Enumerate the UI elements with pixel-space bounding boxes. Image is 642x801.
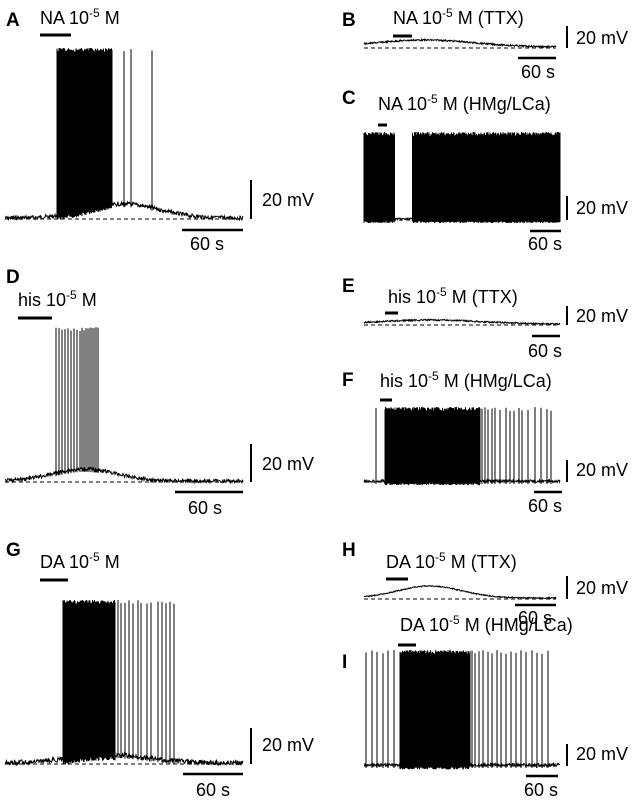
voltage-trace-H (363, 584, 557, 600)
panel-label-G: G (6, 540, 21, 561)
voltage-trace-A (4, 48, 244, 222)
scale-label-time-F: 60 s (528, 496, 562, 516)
voltage-trace-I (363, 650, 561, 770)
panel-label-E: E (342, 276, 355, 297)
scale-label-time-I: 60 s (524, 780, 558, 800)
panel-label-A: A (6, 10, 20, 31)
panel-label-F: F (342, 370, 354, 391)
drug-label-A: NA 10-5 M (40, 6, 120, 28)
drug-label-C: NA 10-5 M (HMg/LCa) (378, 92, 551, 114)
voltage-trace-F (363, 407, 561, 486)
voltage-trace-E (363, 318, 561, 326)
drug-label-E: his 10-5 M (TTX) (388, 285, 518, 307)
scale-label-voltage-F: 20 mV (576, 460, 628, 480)
panel-D: D his 10-5 M 20 mV 60 s (4, 267, 314, 518)
panel-F: F his 10-5 M (HMg/LCa) 20 mV 60 s (342, 369, 628, 516)
panel-label-I: I (342, 652, 347, 673)
drug-label-I: DA 10-5 M (HMg/LCa) (400, 613, 573, 635)
scale-label-voltage-G: 20 mV (262, 735, 314, 755)
voltage-trace-D (4, 327, 244, 485)
voltage-trace-G (4, 600, 244, 767)
panel-I: I DA 10-5 M (HMg/LCa) 20 mV 60 s (342, 613, 628, 800)
voltage-trace-C (363, 132, 561, 224)
drug-label-D: his 10-5 M (18, 288, 97, 310)
scale-label-voltage-E: 20 mV (576, 306, 628, 326)
scale-label-voltage-B: 20 mV (576, 28, 628, 48)
panel-label-C: C (342, 88, 356, 109)
panel-B: B NA 10-5 M (TTX) 20 mV 60 s (342, 6, 628, 82)
scale-label-time-B: 60 s (521, 62, 555, 82)
scale-label-time-G: 60 s (196, 780, 230, 800)
panel-E: E his 10-5 M (TTX) 20 mV 60 s (342, 276, 628, 361)
panel-G: G DA 10-5 M 20 mV 60 s (4, 540, 314, 800)
scale-label-voltage-I: 20 mV (576, 744, 628, 764)
scale-label-voltage-H: 20 mV (576, 578, 628, 598)
drug-label-F: his 10-5 M (HMg/LCa) (380, 369, 552, 391)
drug-label-B: NA 10-5 M (TTX) (393, 6, 524, 28)
scale-label-time-A: 60 s (190, 234, 224, 254)
scale-label-voltage-A: 20 mV (262, 190, 314, 210)
voltage-trace-B (363, 37, 557, 49)
panel-label-H: H (342, 540, 356, 561)
panel-label-B: B (342, 10, 356, 31)
scale-label-time-E: 60 s (528, 341, 562, 361)
scale-label-time-D: 60 s (188, 498, 222, 518)
panel-H: H DA 10-5 M (TTX) 20 mV 60 s (342, 540, 628, 628)
scale-label-time-H: 60 s (518, 608, 552, 628)
panel-label-D: D (6, 267, 20, 288)
drug-label-H: DA 10-5 M (TTX) (386, 550, 517, 572)
panel-C: C NA 10-5 M (HMg/LCa) 20 mV 60 s (342, 88, 628, 254)
drug-label-G: DA 10-5 M (40, 550, 120, 572)
scale-label-voltage-D: 20 mV (262, 454, 314, 474)
scale-label-time-C: 60 s (528, 234, 562, 254)
scale-label-voltage-C: 20 mV (576, 198, 628, 218)
panel-A: A NA 10-5 M 20 mV 60 s (4, 6, 314, 254)
